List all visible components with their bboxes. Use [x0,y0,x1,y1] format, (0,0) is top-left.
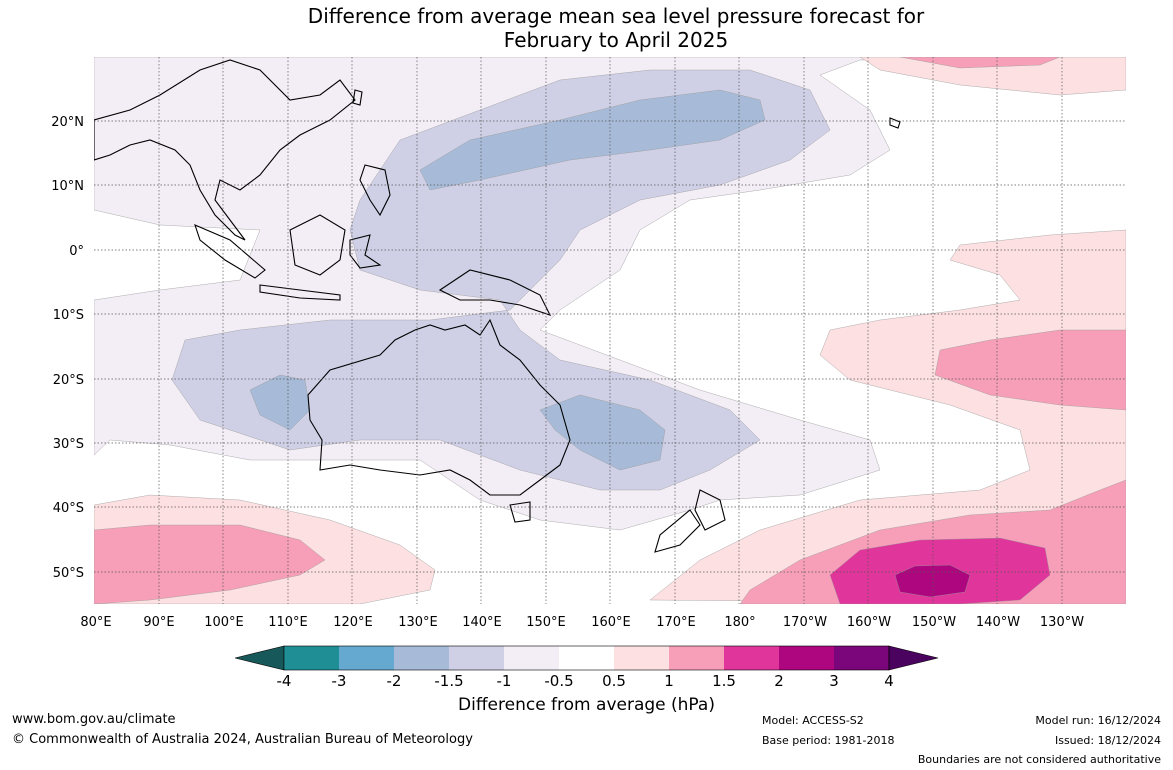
lon-label: 140°E [462,615,502,630]
model-run-text: Model run: 16/12/2024 [1035,714,1161,727]
contour-neg-1-5-region-north [419,89,766,191]
lat-label: 50°S [53,566,84,581]
colorbar-segment [449,646,504,670]
lon-label: 160°E [591,615,631,630]
lon-label: 150°E [526,615,566,630]
colorbar-segment [559,646,614,670]
contour-pos-1-region-north [899,57,1061,69]
tasmania-coast [509,501,531,523]
contour-pos-1-region-east [934,329,1126,411]
lat-label: 20°N [51,115,84,130]
lon-label: 130°E [398,615,438,630]
new-zealand-north-coast [694,489,726,531]
lon-label: 170°W [783,615,827,630]
latitude-labels: 20°N 10°N 0° 10°S 20°S 30°S 40°S 50°S [51,115,84,581]
lon-label: 140°W [976,615,1020,630]
colorbar-segment [669,646,724,670]
lat-label: 10°S [53,308,84,323]
colorbar-segment [779,646,834,670]
contour-neg-1-region [171,69,831,491]
lon-label: 130°W [1040,615,1084,630]
title-line-2: February to April 2025 [503,28,729,52]
colorbar-segment [724,646,779,670]
lat-label: 30°S [53,437,84,452]
colorbar-tick-label: -2 [387,672,402,690]
colorbar-segment [339,646,394,670]
colorbar-tick-label: -1.5 [434,672,463,690]
colorbar-segment [394,646,449,670]
contour-pos-1-region-southwest [94,524,326,604]
asia-mainland-coast [94,59,356,241]
colorbar-label: Difference from average (hPa) [458,695,715,715]
colorbar-tick-label: 0.5 [602,672,626,690]
colorbar-segment [284,646,339,670]
lon-label: 170°E [656,615,696,630]
colorbar-segment [614,646,669,670]
website-link[interactable]: www.bom.gov.au/climate [12,712,176,727]
new-zealand-south-coast [654,509,701,553]
lon-label: 100°E [204,615,244,630]
colorbar-tick-label: -4 [277,672,292,690]
map-panel [94,57,1126,604]
issued-text: Issued: 18/12/2024 [1054,734,1161,747]
contour-neg-1-5-region-east [539,394,666,471]
lat-label: 0° [69,244,84,259]
colorbar: -4 -3 -2 -1.5 -1 -0.5 0.5 1 1.5 2 3 4 [234,645,939,690]
colorbar-outline [283,645,890,671]
lon-label: 120°E [333,615,373,630]
lon-label: 150°W [912,615,956,630]
taiwan-coast [352,89,363,106]
longitude-labels: 80°E 90°E 100°E 110°E 120°E 130°E 140°E … [80,615,1084,630]
lon-label: 160°W [847,615,891,630]
lon-label: 80°E [80,615,111,630]
lat-label: 20°S [53,373,84,388]
colorbar-tick-label: 3 [829,672,839,690]
lon-label: 110°E [268,615,308,630]
model-text: Model: ACCESS-S2 [762,714,864,727]
colorbar-tick-label: 1.5 [712,672,736,690]
australia-coast [307,318,571,496]
colorbar-tick-label: 2 [774,672,784,690]
sumatra-coast [194,224,266,279]
sulawesi-coast [349,234,382,269]
contour-neg-1-5-region-west [249,374,311,431]
colorbar-extend-high [888,645,939,671]
philippines-coast [359,164,391,217]
lon-label: 180° [724,615,755,630]
colorbar-ticks: -4 -3 -2 -1.5 -1 -0.5 0.5 1 1.5 2 3 4 [277,672,894,690]
colorbar-tick-label: -0.5 [544,672,573,690]
contour-pos-2-region [894,564,971,598]
coastlines [94,59,901,553]
colorbar-extend-low [234,645,285,671]
borneo-coast [289,214,346,276]
lat-label: 10°N [51,179,84,194]
colorbar-segment [504,646,559,670]
disclaimer-text: Boundaries are not considered authoritat… [917,753,1161,766]
lat-label: 40°S [53,501,84,516]
title-line-1: Difference from average mean sea level p… [307,4,925,28]
colorbar-tick-label: -3 [332,672,347,690]
new-guinea-coast [438,269,552,316]
colorbar-tick-label: 1 [664,672,674,690]
base-period-text: Base period: 1981-2018 [762,734,895,747]
contour-pos-0-5-region-east [649,229,1126,604]
graticule [94,57,1126,604]
colorbar-tick-label: -1 [497,672,512,690]
colorbar-segment [834,646,889,670]
java-coast [259,284,341,301]
map-title: Difference from average mean sea level p… [0,4,1173,52]
copyright-text: © Commonwealth of Australia 2024, Austra… [12,732,473,747]
contour-pos-0-5-region-north [859,57,1126,96]
colorbar-tick-label: 4 [884,672,894,690]
lon-label: 90°E [143,615,174,630]
